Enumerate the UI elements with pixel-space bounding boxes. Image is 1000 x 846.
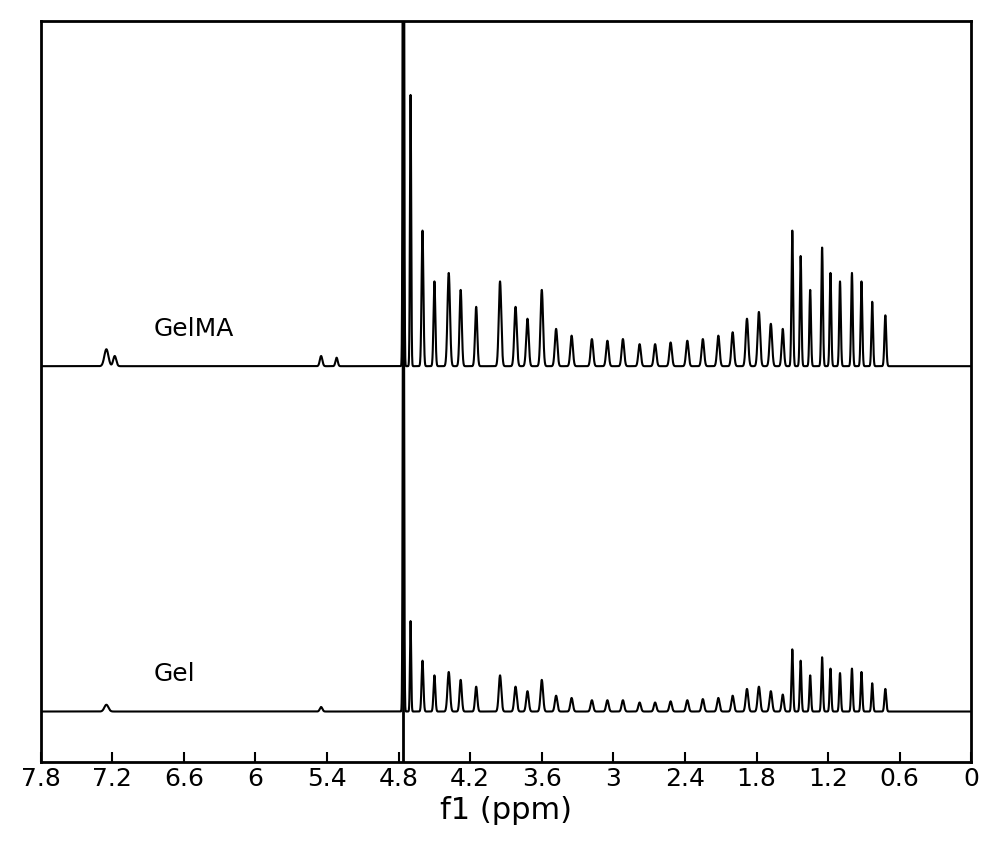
Text: Gel: Gel — [154, 662, 196, 686]
Text: GelMA: GelMA — [154, 317, 234, 341]
X-axis label: f1 (ppm): f1 (ppm) — [440, 796, 572, 825]
